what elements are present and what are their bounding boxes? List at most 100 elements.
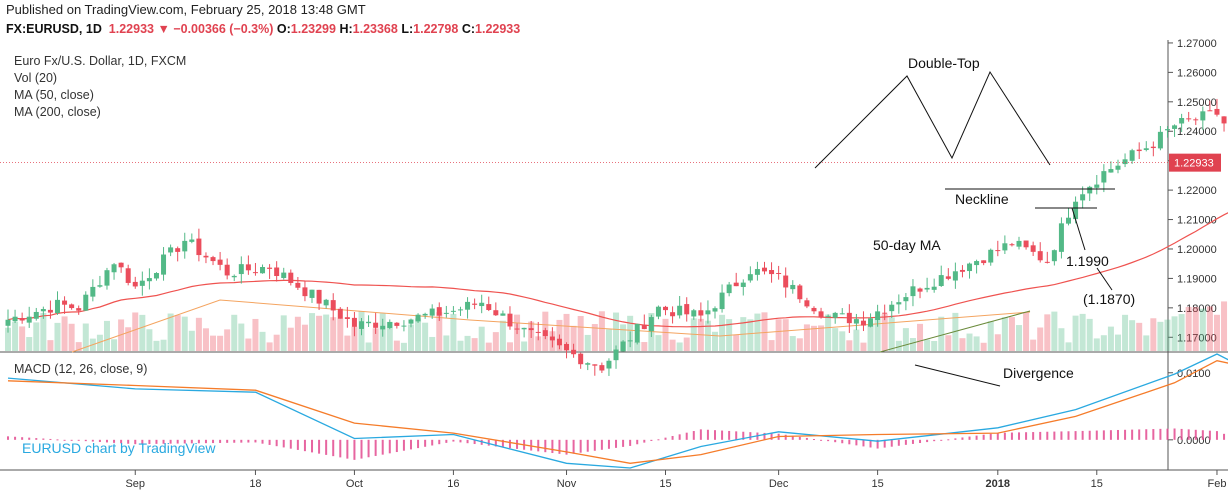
macd-histogram-bar (70, 439, 73, 441)
candle-body (422, 313, 428, 316)
macd-histogram-bar (558, 439, 561, 454)
candle-body (1186, 118, 1192, 120)
candle-body (486, 304, 492, 310)
volume-bar (655, 335, 662, 351)
macd-histogram-bar (254, 439, 257, 443)
volume-bar (917, 323, 924, 351)
candle-body (267, 267, 273, 269)
volume-bar (1008, 317, 1015, 351)
candle-body (931, 286, 937, 290)
macd-histogram-bar (763, 432, 766, 440)
candle-body (549, 336, 555, 341)
candle-body (705, 310, 711, 315)
candle-body (938, 275, 944, 286)
volume-bar (224, 329, 231, 351)
macd-histogram-bar (664, 437, 667, 440)
down-arrow-icon: ▼ (157, 22, 170, 36)
time-tick-label: Oct (346, 478, 363, 490)
candle-body (592, 364, 598, 366)
candle-body (380, 325, 386, 330)
volume-bar (103, 320, 110, 351)
volume-bar (1058, 328, 1065, 351)
volume-bar (294, 316, 301, 351)
volume-bar (1122, 314, 1129, 351)
volume-bar (323, 314, 330, 351)
candle-body (1179, 118, 1185, 124)
volume-bar (1023, 312, 1030, 351)
candle-body (776, 272, 782, 274)
candle-body (655, 306, 661, 317)
volume-bar (372, 328, 379, 351)
volume-bar (669, 339, 676, 351)
candle-body (161, 254, 167, 275)
volume-bar (344, 335, 351, 351)
time-tick-label: Sep (125, 478, 145, 490)
candle-body (556, 338, 562, 346)
volume-bar (365, 342, 372, 351)
volume-bar (217, 335, 224, 351)
candle-body (860, 320, 866, 326)
candle-body (479, 302, 485, 307)
macd-histogram-bar (982, 434, 985, 440)
candle-body (1058, 223, 1064, 252)
candle-body (1030, 245, 1036, 252)
candle-body (868, 318, 874, 327)
macd-histogram-bar (904, 439, 907, 445)
candle-body (1221, 116, 1227, 124)
volume-bar (1164, 319, 1171, 351)
candle-body (465, 301, 471, 310)
volume-bar (61, 316, 68, 351)
candle-body (5, 319, 11, 326)
macd-histogram-bar (714, 430, 716, 440)
volume-bar (860, 342, 867, 351)
macd-histogram-bar (862, 439, 865, 447)
candle-body (1051, 250, 1057, 262)
last-price-tag-label: 1.22933 (1174, 158, 1214, 170)
macd-histogram-bar (105, 439, 108, 443)
legend-item: Euro Fx/U.S. Dollar, 1D, FXCM (14, 54, 186, 68)
volume-bar (881, 313, 888, 351)
macd-histogram-bar (1173, 428, 1176, 440)
volume-bar (994, 334, 1001, 351)
macd-histogram-bar (1145, 429, 1148, 440)
candle-body (252, 272, 258, 274)
divergence-label: Divergence (1003, 365, 1074, 381)
volume-bar (195, 317, 202, 351)
time-tick-label: Dec (769, 478, 789, 490)
price-tick-label: 1.19000 (1177, 273, 1217, 285)
volume-bar (839, 331, 846, 351)
volume-ma-line (71, 299, 1031, 353)
ma50-line (7, 212, 1228, 328)
macd-histogram-bar (35, 438, 38, 440)
candle-body (959, 269, 965, 272)
candle-body (769, 270, 775, 275)
candle-body (111, 264, 117, 273)
candle-body (54, 299, 60, 314)
macd-histogram-bar (706, 429, 709, 440)
candle-body (832, 312, 838, 318)
macd-histogram-bar (204, 439, 207, 444)
volume-bar (132, 312, 139, 351)
volume-bar (12, 322, 19, 351)
volume-bar (266, 342, 273, 351)
macd-histogram-bar (961, 437, 964, 440)
candle-body (733, 282, 739, 287)
macd-histogram-bar (7, 436, 9, 440)
volume-bar (761, 312, 768, 351)
macd-histogram-bar (494, 439, 497, 447)
macd-histogram-bar (424, 439, 427, 447)
macd-histogram-bar (197, 439, 200, 444)
candle-body (330, 300, 336, 311)
macd-histogram-bar (353, 439, 356, 460)
volume-bar (584, 334, 591, 351)
macd-histogram-bar (1060, 431, 1063, 440)
volume-bar (231, 314, 238, 351)
macd-histogram-bar (508, 439, 511, 449)
candle-body (896, 302, 902, 305)
macd-histogram-bar (325, 439, 328, 455)
volume-bar (1100, 335, 1107, 351)
candle-body (1150, 146, 1156, 149)
macd-histogram-bar (346, 439, 349, 459)
macd-histogram-bar (113, 439, 116, 443)
ma50-label: 50-day MA (873, 237, 941, 253)
